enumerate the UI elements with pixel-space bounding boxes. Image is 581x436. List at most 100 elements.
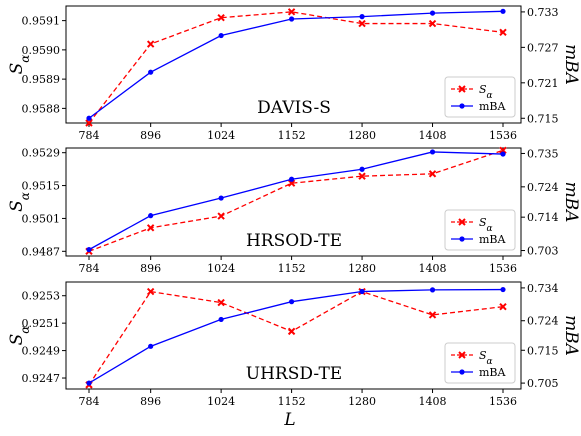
legend-sa-marker bbox=[458, 351, 466, 359]
sa-data-point bbox=[499, 28, 507, 37]
left-axis-label: Sα bbox=[7, 326, 32, 346]
left-tick-label: 0.9591 bbox=[22, 15, 61, 28]
legend-mba-marker bbox=[459, 369, 465, 375]
legend-sa-label: Sα bbox=[479, 83, 493, 101]
left-tick-label: 0.9529 bbox=[22, 147, 61, 160]
plot-frame bbox=[65, 147, 522, 257]
sa-data-point bbox=[358, 172, 366, 180]
mba-data-point bbox=[86, 115, 92, 121]
sa-data-point bbox=[146, 287, 155, 296]
x-tick-label: 784 bbox=[79, 262, 100, 275]
mba-data-point bbox=[429, 287, 436, 293]
mba-data-point bbox=[86, 380, 92, 386]
x-tick-label: 1408 bbox=[419, 262, 447, 275]
x-tick-label: 1536 bbox=[489, 395, 517, 408]
mba-data-point bbox=[288, 299, 295, 305]
dataset-title: UHRSD-TE bbox=[246, 364, 342, 384]
legend-mba-label: mBA bbox=[479, 366, 507, 379]
left-axis-label-group: Sα bbox=[7, 55, 32, 75]
x-tick-label: 896 bbox=[140, 395, 161, 408]
legend-mba-label: mBA bbox=[479, 100, 507, 113]
plot-frame bbox=[65, 5, 522, 124]
sa-data-point bbox=[287, 8, 296, 16]
x-tick-label: 896 bbox=[140, 129, 161, 142]
x-tick-label: 1152 bbox=[278, 262, 306, 275]
mba-data-point bbox=[359, 288, 365, 295]
sa-data-point bbox=[287, 179, 296, 187]
legend-sa-label: Sα bbox=[479, 216, 493, 234]
sa-data-point bbox=[146, 224, 155, 232]
x-axis-label: L bbox=[283, 410, 295, 430]
mba-data-point bbox=[148, 69, 154, 75]
sa-data-point bbox=[217, 298, 225, 307]
mba-data-point bbox=[218, 32, 224, 39]
sa-data-point bbox=[287, 327, 296, 336]
left-tick-label: 0.9247 bbox=[22, 372, 61, 385]
x-tick-label: 784 bbox=[79, 395, 100, 408]
x-tick-label: 784 bbox=[79, 129, 100, 142]
legend-sa-marker bbox=[458, 85, 466, 93]
mba-data-point bbox=[359, 166, 365, 172]
left-axis-label: Sα bbox=[7, 55, 32, 75]
right-tick-label: 0.715 bbox=[527, 112, 559, 125]
right-axis-label: mBA bbox=[561, 315, 581, 356]
mba-data-point bbox=[148, 343, 154, 349]
right-axis-label-group: mBA bbox=[561, 182, 581, 223]
right-tick-label: 0.705 bbox=[527, 377, 559, 390]
mba-data-point bbox=[218, 316, 224, 323]
left-tick-label: 0.9589 bbox=[22, 73, 61, 86]
mba-data-point bbox=[359, 14, 365, 20]
plot-frame bbox=[65, 281, 522, 390]
mba-data-point bbox=[148, 213, 154, 219]
right-tick-label: 0.703 bbox=[527, 245, 559, 258]
sa-data-point bbox=[428, 311, 437, 319]
sa-data-point bbox=[499, 302, 507, 311]
right-tick-label: 0.724 bbox=[527, 315, 559, 328]
sa-data-point bbox=[358, 19, 366, 28]
x-tick-label: 896 bbox=[140, 262, 161, 275]
right-tick-label: 0.735 bbox=[527, 147, 559, 160]
mba-data-point bbox=[500, 8, 506, 14]
right-tick-label: 0.714 bbox=[527, 211, 559, 224]
x-tick-label: 1536 bbox=[489, 262, 517, 275]
legend-mba-label: mBA bbox=[479, 233, 507, 246]
right-tick-label: 0.734 bbox=[527, 282, 559, 295]
sa-data-point bbox=[217, 13, 225, 22]
right-tick-label: 0.715 bbox=[527, 344, 559, 357]
left-axis-label-group: Sα bbox=[7, 192, 32, 212]
x-tick-label: 1280 bbox=[348, 262, 376, 275]
mba-data-point bbox=[500, 151, 506, 157]
right-tick-label: 0.727 bbox=[527, 41, 559, 54]
right-tick-label: 0.724 bbox=[527, 181, 559, 194]
right-tick-label: 0.733 bbox=[527, 6, 559, 19]
dataset-title: DAVIS-S bbox=[257, 98, 331, 118]
x-tick-label: 1152 bbox=[278, 395, 306, 408]
legend-mba-marker bbox=[459, 236, 465, 242]
mba-data-point bbox=[429, 10, 436, 16]
sa-data-point bbox=[428, 170, 437, 178]
sa-data-point bbox=[217, 212, 225, 220]
mba-data-point bbox=[500, 286, 506, 293]
legend-sa-label: Sα bbox=[479, 349, 493, 367]
sa-data-point bbox=[428, 19, 437, 28]
left-tick-label: 0.9253 bbox=[22, 290, 61, 303]
right-tick-label: 0.721 bbox=[527, 77, 559, 90]
sa-data-point bbox=[85, 119, 93, 127]
right-axis-label: mBA bbox=[561, 44, 581, 85]
left-tick-label: 0.9249 bbox=[22, 345, 61, 358]
mba-data-point bbox=[86, 247, 92, 253]
x-tick-label: 1408 bbox=[419, 395, 447, 408]
legend-sa-marker bbox=[458, 218, 466, 226]
legend-mba-marker bbox=[459, 103, 465, 109]
mba-data-point bbox=[288, 176, 295, 182]
x-tick-label: 1408 bbox=[419, 129, 447, 142]
x-tick-label: 1024 bbox=[207, 395, 235, 408]
x-tick-label: 1024 bbox=[207, 129, 235, 142]
right-axis-label-group: mBA bbox=[561, 44, 581, 85]
mba-data-point bbox=[429, 149, 436, 155]
left-tick-label: 0.9590 bbox=[22, 44, 61, 57]
right-axis-label-group: mBA bbox=[561, 315, 581, 356]
x-tick-label: 1024 bbox=[207, 262, 235, 275]
mba-data-point bbox=[288, 16, 295, 22]
